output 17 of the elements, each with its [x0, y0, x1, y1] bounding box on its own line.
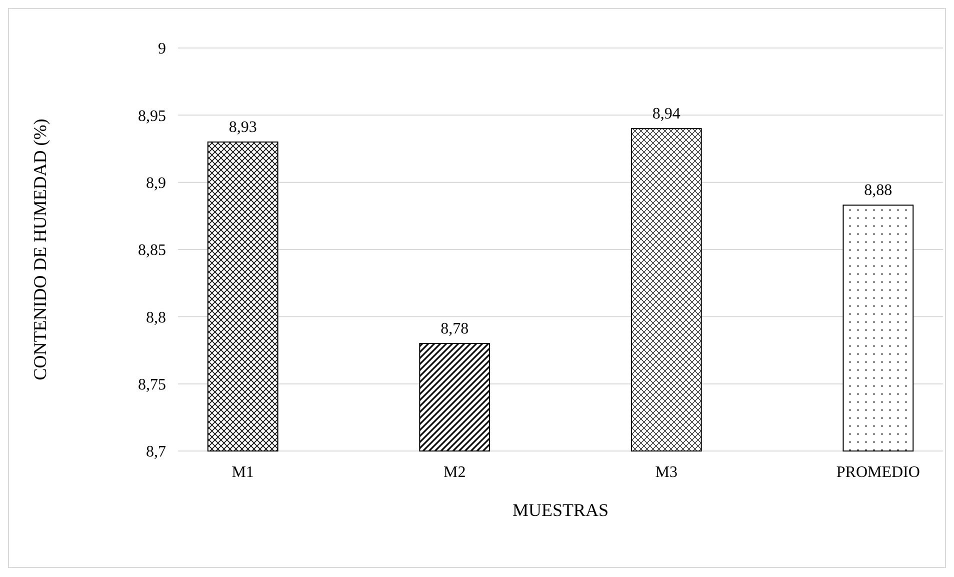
data-label: 8,78	[440, 320, 469, 338]
data-label: 8,88	[864, 182, 892, 200]
y-tick-label: 8,95	[138, 108, 166, 125]
y-tick-label: 9	[158, 40, 166, 58]
y-tick-label: 8,7	[146, 444, 166, 461]
x-axis-title: MUESTRAS	[512, 500, 609, 520]
y-tick-label: 8,9	[146, 174, 166, 192]
data-label: 8,93	[228, 119, 257, 136]
x-tick-label: M1	[232, 464, 254, 481]
y-tick-label: 8,8	[146, 309, 166, 326]
y-tick-label: 8,85	[138, 242, 166, 260]
y-tick-label: 8,75	[138, 376, 166, 394]
x-tick-label: M2	[443, 464, 466, 481]
data-label: 8,94	[652, 106, 680, 123]
x-tick-label: PROMEDIO	[836, 464, 920, 481]
y-axis-title: CONTENIDO DE HUMEDAD (%)	[30, 118, 50, 380]
x-tick-label: M3	[655, 464, 678, 481]
